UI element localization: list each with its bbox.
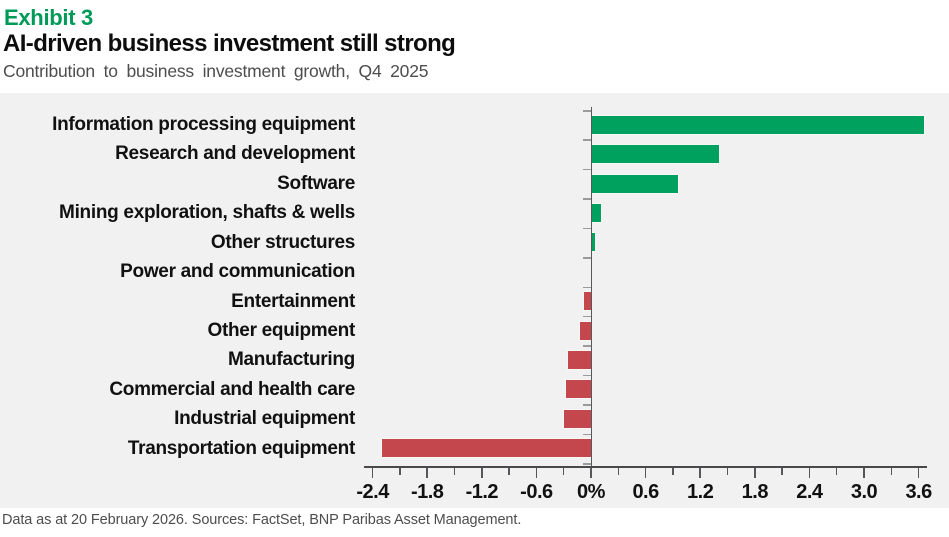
negative-bar	[583, 292, 591, 311]
y-axis-tick	[583, 139, 591, 141]
x-axis-minor-tick	[890, 468, 893, 475]
x-axis-minor-tick	[781, 468, 783, 475]
negative-bar	[580, 321, 591, 340]
y-axis-tick	[583, 315, 591, 318]
x-axis-minor-tick	[617, 468, 620, 475]
y-axis-tick	[583, 463, 591, 465]
x-axis-tick-label: 3.6	[905, 481, 932, 503]
category-label: Transportation equipment	[127, 437, 355, 459]
x-axis-major-tick	[808, 468, 811, 478]
x-axis-tick-label: 0%	[577, 481, 605, 503]
chart-subtitle: Contribution to business investment grow…	[3, 61, 429, 81]
positive-bar	[592, 115, 925, 134]
y-axis-tick	[583, 110, 591, 112]
positive-bar	[592, 145, 720, 164]
negative-bar	[568, 351, 591, 370]
category-label: Commercial and health care	[109, 378, 355, 400]
negative-bar	[565, 380, 591, 399]
x-axis-major-tick	[917, 468, 920, 478]
x-axis-minor-tick	[399, 468, 401, 475]
page-title: AI-driven business investment still stro…	[3, 30, 456, 57]
y-axis-line	[590, 107, 592, 468]
category-label: Information processing equipment	[52, 114, 355, 135]
category-label: Power and communication	[120, 261, 355, 283]
x-axis-tick-label: 1.2	[687, 481, 714, 503]
positive-bar	[592, 203, 602, 222]
x-axis-tick-label: 2.4	[796, 481, 823, 503]
source-note: Data as at 20 February 2026. Sources: Fa…	[2, 512, 522, 528]
x-axis-major-tick	[371, 468, 374, 478]
positive-bar	[592, 174, 679, 193]
x-axis-tick-label: -0.6	[520, 481, 553, 503]
x-axis-minor-tick	[453, 468, 456, 475]
x-axis-major-tick	[754, 468, 756, 478]
x-axis-major-tick	[535, 468, 538, 478]
y-axis-tick	[583, 198, 591, 200]
x-axis-tick-label: -1.8	[410, 481, 444, 503]
x-axis-minor-tick	[562, 468, 565, 475]
category-label: Industrial equipment	[174, 408, 355, 430]
y-axis-tick	[583, 374, 591, 377]
x-axis-tick-label: -1.2	[465, 481, 499, 503]
category-label: Manufacturing	[228, 349, 355, 371]
y-axis-tick	[583, 227, 591, 230]
category-label: Other structures	[210, 231, 355, 253]
category-label: Other equipment	[207, 319, 355, 341]
bar-chart: Information processing equipment Research…	[0, 93, 949, 508]
category-label: Research and development	[115, 143, 355, 165]
x-axis-major-tick	[863, 468, 865, 478]
category-label: Software	[277, 172, 355, 194]
y-axis-tick	[583, 404, 591, 406]
positive-bar	[592, 233, 595, 252]
y-axis-tick	[583, 257, 591, 259]
x-axis-major-tick	[590, 468, 592, 478]
y-axis-tick	[583, 168, 591, 171]
x-axis-major-tick	[426, 468, 428, 478]
y-axis-tick	[583, 345, 591, 347]
x-axis-major-tick	[699, 468, 701, 478]
y-axis-tick	[583, 286, 591, 289]
exhibit-label: Exhibit 3	[4, 5, 93, 30]
x-axis-minor-tick	[835, 468, 838, 475]
negative-bar	[381, 439, 591, 458]
x-axis-minor-tick	[726, 468, 729, 475]
y-axis-tick	[583, 433, 591, 436]
x-axis-tick-label: -2.4	[356, 481, 389, 503]
category-label: Entertainment	[231, 290, 355, 312]
x-axis-major-tick	[644, 468, 647, 478]
x-axis-line	[363, 466, 927, 468]
x-axis-minor-tick	[672, 468, 674, 475]
x-axis-major-tick	[481, 468, 483, 478]
x-axis-tick-label: 3.0	[850, 481, 878, 503]
x-axis-minor-tick	[508, 468, 510, 475]
negative-bar	[563, 409, 591, 428]
x-axis-tick-label: 1.8	[741, 481, 769, 503]
x-axis-tick-label: 0.6	[632, 481, 659, 503]
category-label: Mining exploration, shafts & wells	[59, 202, 355, 224]
